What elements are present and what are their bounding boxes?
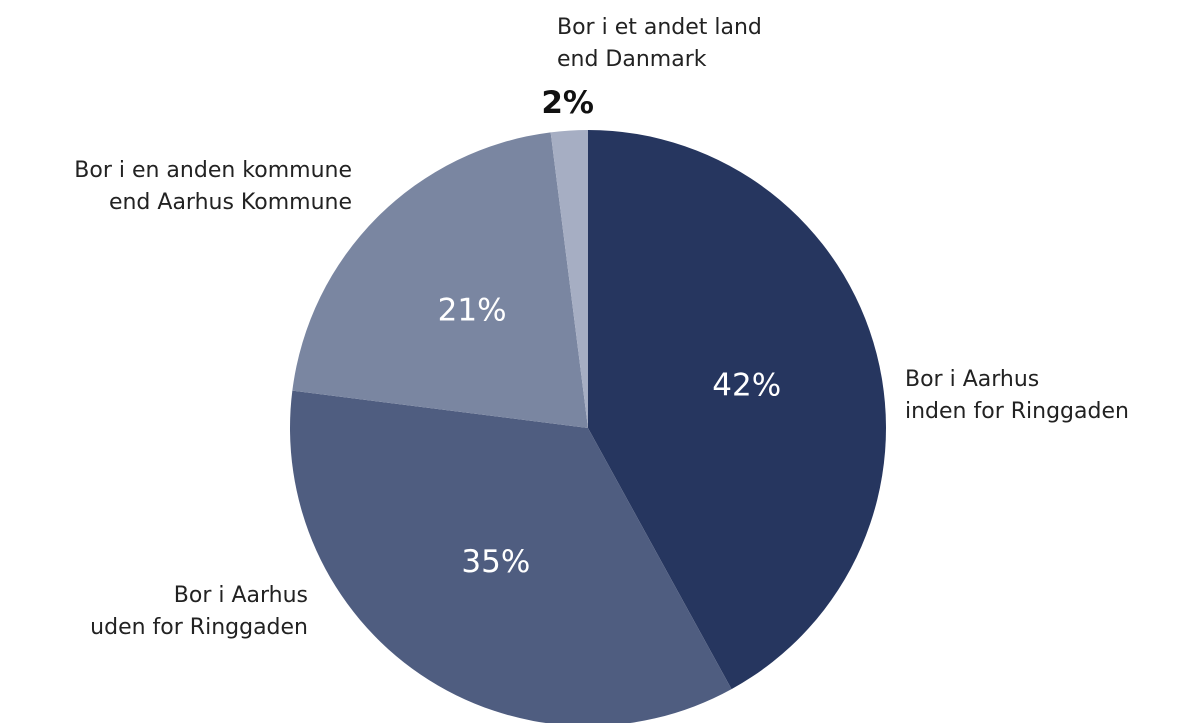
pie-slice [292, 132, 588, 428]
category-label: Bor i en anden kommune end Aarhus Kommun… [74, 158, 352, 215]
category-label: Bor i et andet land end Danmark [557, 15, 762, 72]
category-label: Bor i Aarhus uden for Ringgaden [90, 583, 308, 640]
pie-slice [290, 390, 732, 723]
value-label: 21% [438, 293, 507, 329]
value-label: 42% [712, 368, 781, 404]
pie-slice [588, 130, 887, 690]
pie-slice [550, 130, 588, 428]
value-label: 35% [461, 544, 530, 580]
category-label: Bor i Aarhus inden for Ringgaden [905, 367, 1129, 424]
value-label: 2% [541, 85, 594, 121]
